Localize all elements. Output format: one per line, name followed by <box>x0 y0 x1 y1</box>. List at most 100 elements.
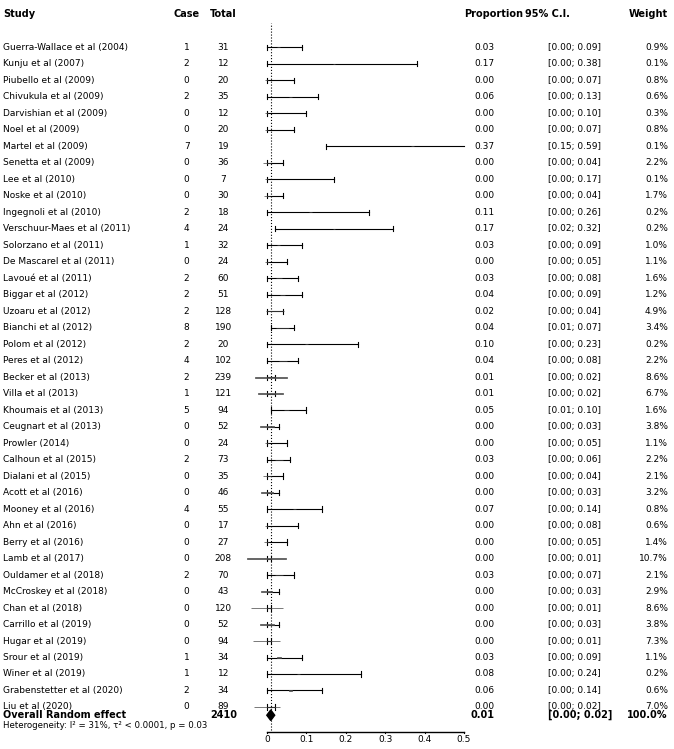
Text: 1.7%: 1.7% <box>645 191 668 200</box>
Text: 94: 94 <box>218 637 229 646</box>
Text: 1.6%: 1.6% <box>645 406 668 415</box>
Text: 0.00: 0.00 <box>474 175 494 184</box>
Text: 1.1%: 1.1% <box>645 653 668 662</box>
Text: 10.7%: 10.7% <box>639 554 668 563</box>
Text: 0.1: 0.1 <box>299 735 313 744</box>
Text: 0.6%: 0.6% <box>645 521 668 530</box>
Text: [0.00; 0.07]: [0.00; 0.07] <box>547 76 601 85</box>
Text: Ceugnart et al (2013): Ceugnart et al (2013) <box>3 422 100 431</box>
Text: 24: 24 <box>218 224 229 233</box>
Text: [0.00; 0.03]: [0.00; 0.03] <box>547 422 601 431</box>
Text: 0.00: 0.00 <box>474 554 494 563</box>
Text: 0: 0 <box>184 554 189 563</box>
Text: 12: 12 <box>218 59 229 68</box>
Text: 0.6%: 0.6% <box>645 686 668 695</box>
Text: 7.3%: 7.3% <box>645 637 668 646</box>
Text: 0.37: 0.37 <box>474 142 494 151</box>
Text: 0.00: 0.00 <box>474 587 494 596</box>
Text: 239: 239 <box>215 373 232 382</box>
Text: [0.00; 0.02]: [0.00; 0.02] <box>547 703 601 712</box>
Text: 0.03: 0.03 <box>474 273 494 282</box>
Text: [0.00; 0.10]: [0.00; 0.10] <box>547 109 601 118</box>
Text: 0.4: 0.4 <box>417 735 431 744</box>
Text: 7.0%: 7.0% <box>645 703 668 712</box>
Text: 0.05: 0.05 <box>474 406 494 415</box>
Text: 0.1%: 0.1% <box>645 59 668 68</box>
Text: 0.5: 0.5 <box>457 735 471 744</box>
Text: 36: 36 <box>218 158 229 167</box>
Text: 0: 0 <box>184 109 189 118</box>
Text: Srour et al (2019): Srour et al (2019) <box>3 653 83 662</box>
Text: 46: 46 <box>218 488 229 497</box>
Text: Mooney et al (2016): Mooney et al (2016) <box>3 505 94 514</box>
Text: 0: 0 <box>184 422 189 431</box>
Text: [0.00; 0.05]: [0.00; 0.05] <box>547 538 601 547</box>
Text: 0.04: 0.04 <box>474 323 494 332</box>
Text: [0.00; 0.03]: [0.00; 0.03] <box>547 488 601 497</box>
Text: [0.00; 0.09]: [0.00; 0.09] <box>547 290 601 299</box>
Text: 4.9%: 4.9% <box>645 306 668 315</box>
Text: [0.00; 0.04]: [0.00; 0.04] <box>547 306 601 315</box>
Text: 0.00: 0.00 <box>474 604 494 613</box>
Text: 0: 0 <box>184 175 189 184</box>
Text: 0.01: 0.01 <box>470 710 494 721</box>
Text: 0: 0 <box>184 191 189 200</box>
Text: 0.2%: 0.2% <box>645 207 668 216</box>
Text: 2.2%: 2.2% <box>645 158 668 167</box>
Text: 1.0%: 1.0% <box>645 240 668 249</box>
Text: Total: Total <box>210 9 237 19</box>
Text: 102: 102 <box>215 357 232 366</box>
Text: 0.01: 0.01 <box>474 389 494 398</box>
Text: [0.00; 0.01]: [0.00; 0.01] <box>547 554 601 563</box>
Text: 0.00: 0.00 <box>474 125 494 134</box>
Text: [0.00; 0.04]: [0.00; 0.04] <box>547 472 601 481</box>
Text: 1.2%: 1.2% <box>645 290 668 299</box>
Text: 0: 0 <box>264 735 270 744</box>
Text: 1: 1 <box>184 653 189 662</box>
Bar <box>247 558 286 559</box>
Text: 0.03: 0.03 <box>474 571 494 580</box>
Text: 0.00: 0.00 <box>474 422 494 431</box>
Text: [0.00; 0.08]: [0.00; 0.08] <box>547 521 601 530</box>
Text: 0.06: 0.06 <box>474 92 494 101</box>
Text: [0.00; 0.02]: [0.00; 0.02] <box>547 373 601 382</box>
Text: 208: 208 <box>215 554 232 563</box>
Text: 0.00: 0.00 <box>474 439 494 448</box>
Text: 4: 4 <box>184 224 189 233</box>
Text: [0.00; 0.06]: [0.00; 0.06] <box>547 455 601 464</box>
Text: Guerra-Wallace et al (2004): Guerra-Wallace et al (2004) <box>3 43 128 52</box>
Text: 0: 0 <box>184 76 189 85</box>
Text: [0.00; 0.14]: [0.00; 0.14] <box>547 686 601 695</box>
Text: Ouldamer et al (2018): Ouldamer et al (2018) <box>3 571 103 580</box>
Text: 3.2%: 3.2% <box>645 488 668 497</box>
Text: [0.00; 0.02]: [0.00; 0.02] <box>547 710 612 721</box>
Text: 0.9%: 0.9% <box>645 43 668 52</box>
Text: [0.01; 0.10]: [0.01; 0.10] <box>547 406 601 415</box>
Text: Uzoaru et al (2012): Uzoaru et al (2012) <box>3 306 90 315</box>
Text: 0.04: 0.04 <box>474 290 494 299</box>
Text: 30: 30 <box>218 191 229 200</box>
Text: 0.8%: 0.8% <box>645 505 668 514</box>
Text: 0.3: 0.3 <box>378 735 392 744</box>
Text: 18: 18 <box>218 207 229 216</box>
Text: 0.06: 0.06 <box>474 686 494 695</box>
Text: 7: 7 <box>184 142 189 151</box>
Text: [0.00; 0.26]: [0.00; 0.26] <box>547 207 601 216</box>
Text: Lavoué et al (2011): Lavoué et al (2011) <box>3 273 92 282</box>
Text: 3.8%: 3.8% <box>645 422 668 431</box>
Text: 0.00: 0.00 <box>474 76 494 85</box>
Text: 0.00: 0.00 <box>474 488 494 497</box>
Text: 0.00: 0.00 <box>474 109 494 118</box>
Text: [0.00; 0.09]: [0.00; 0.09] <box>547 43 601 52</box>
Text: 24: 24 <box>218 257 229 266</box>
Text: 17: 17 <box>218 521 229 530</box>
Text: [0.02; 0.32]: [0.02; 0.32] <box>547 224 601 233</box>
Text: 89: 89 <box>218 703 229 712</box>
Text: 0.10: 0.10 <box>474 339 494 348</box>
Text: 0: 0 <box>184 620 189 629</box>
Text: 120: 120 <box>215 604 232 613</box>
Text: Heterogeneity: I² = 31%, τ² < 0.0001, p = 0.03: Heterogeneity: I² = 31%, τ² < 0.0001, p … <box>3 721 207 730</box>
Text: [0.00; 0.01]: [0.00; 0.01] <box>547 604 601 613</box>
Text: 24: 24 <box>218 439 229 448</box>
Text: De Mascarel et al (2011): De Mascarel et al (2011) <box>3 257 114 266</box>
